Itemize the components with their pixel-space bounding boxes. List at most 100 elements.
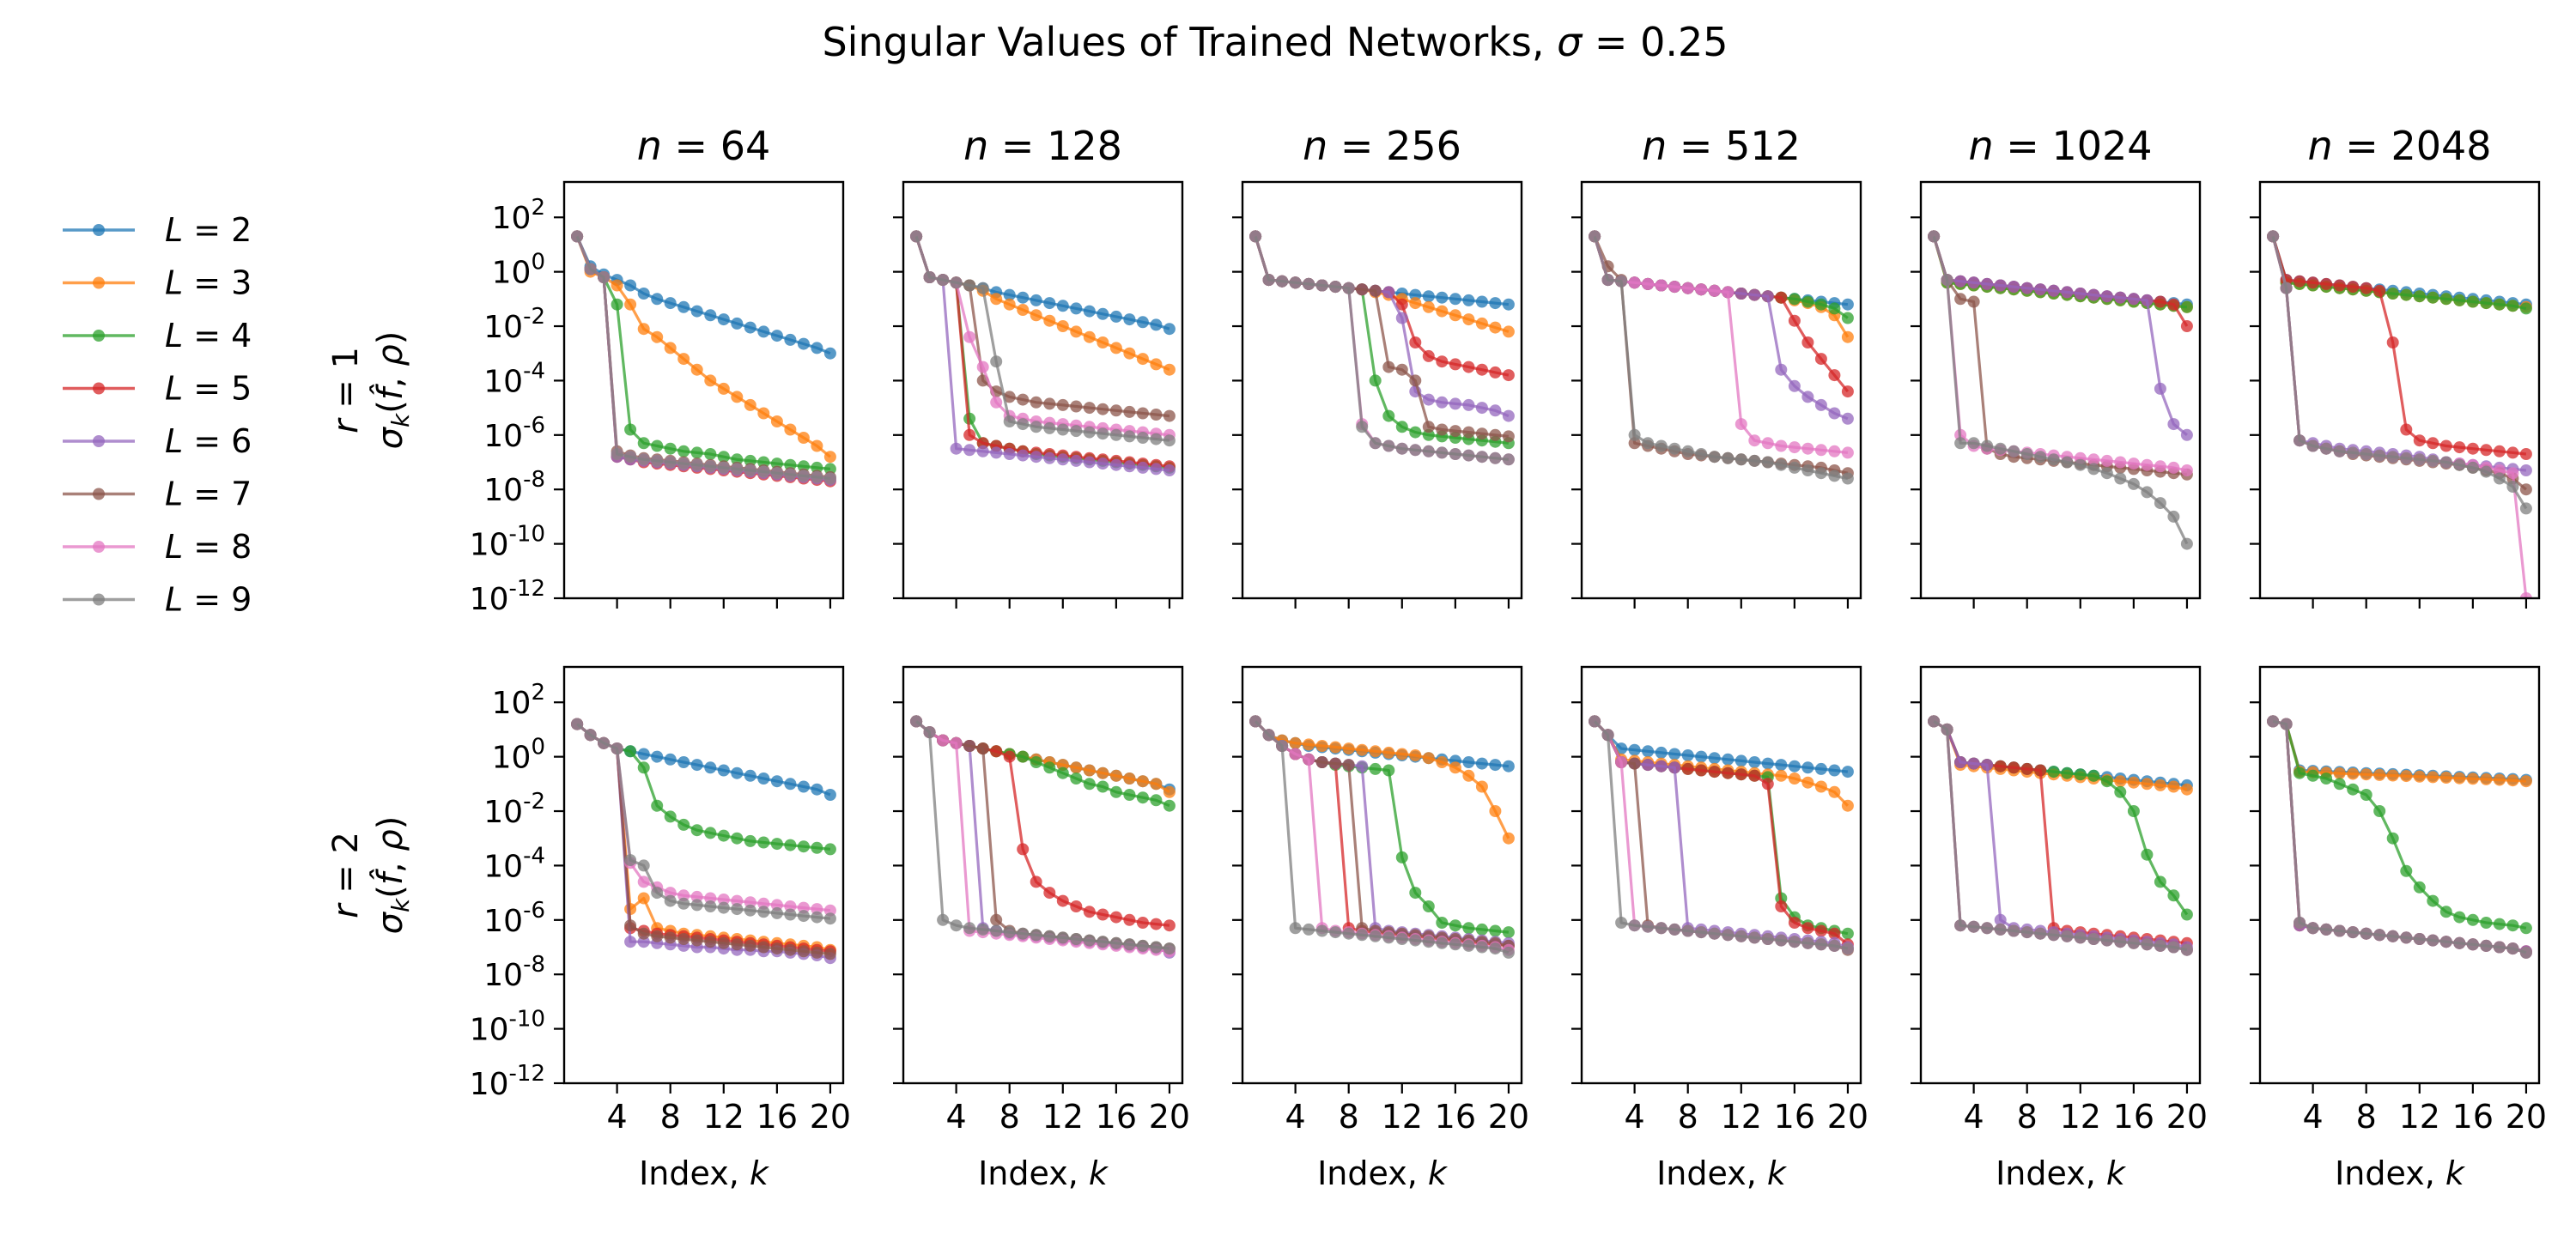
panel-frame [1580, 180, 1862, 600]
series-line [1933, 720, 2188, 949]
data-point [1163, 785, 1176, 798]
data-point [1083, 330, 1096, 343]
data-point [1136, 432, 1149, 444]
column-title-var: n [1968, 123, 1993, 169]
data-point [1395, 363, 1408, 376]
data-point [1043, 314, 1056, 327]
data-point [1436, 936, 1449, 949]
legend-marker [93, 488, 105, 500]
data-point [2087, 288, 2100, 301]
data-point [704, 827, 717, 839]
data-point [1150, 918, 1163, 930]
column-title-eq: = [2333, 123, 2391, 169]
data-point [2347, 446, 2360, 459]
data-point [1382, 286, 1395, 299]
data-point [950, 442, 963, 455]
data-point [1681, 445, 1694, 457]
data-point [1828, 407, 1841, 420]
data-point [1030, 396, 1042, 409]
data-point [611, 279, 623, 292]
data-point [744, 769, 756, 782]
data-point [1788, 772, 1801, 785]
column-title: n = 128 [963, 123, 1122, 169]
data-point [1502, 298, 1515, 311]
series-L4 [1589, 230, 1854, 324]
series-L4 [1249, 230, 1515, 450]
series-L6 [1589, 230, 1854, 425]
panel-frame [902, 180, 1184, 600]
data-point [664, 342, 677, 354]
data-point [1801, 776, 1814, 789]
data-point [1668, 281, 1681, 294]
legend-label-eq: = [183, 264, 231, 302]
data-point [2386, 832, 2399, 845]
series-L2 [1249, 230, 1515, 311]
data-point [1436, 917, 1449, 929]
data-point [637, 927, 650, 940]
panel-frame [1919, 665, 2202, 1085]
legend-label-eq: = [183, 422, 231, 460]
data-point [950, 919, 963, 932]
data-point [1601, 274, 1614, 287]
data-point [1954, 919, 1967, 932]
data-point [1070, 933, 1083, 945]
data-point [823, 948, 836, 960]
data-point [1735, 768, 1747, 781]
data-point [823, 843, 836, 856]
data-point [1695, 926, 1708, 939]
data-point [2008, 445, 2020, 457]
data-point [797, 910, 810, 923]
data-point [1056, 300, 1069, 312]
data-point [963, 279, 976, 292]
data-point [1123, 772, 1136, 785]
data-point [2466, 938, 2479, 951]
data-point [651, 799, 664, 812]
data-point [1814, 444, 1827, 457]
data-point [1981, 759, 1994, 772]
data-point [2127, 477, 2140, 490]
data-point [2453, 458, 2466, 471]
data-point [2480, 772, 2493, 785]
data-point [1841, 385, 1854, 398]
data-point [690, 759, 703, 772]
x-axis-label-var: k [2445, 1154, 2466, 1192]
data-point [2427, 894, 2439, 907]
data-point [1276, 275, 1289, 288]
data-point [1475, 295, 1488, 308]
series-L3 [2267, 715, 2532, 788]
series-L2 [1928, 715, 2193, 791]
data-point [744, 834, 756, 847]
legend-entry-L4: L = 4 [63, 317, 252, 354]
y-axis-label-sigma: σ [371, 426, 410, 449]
panel-r1-c6: n = 2048 [2250, 123, 2541, 609]
series-line [1932, 235, 2188, 437]
data-point [1043, 930, 1056, 942]
data-point [1262, 729, 1275, 742]
legend-label-eq: = [183, 317, 231, 354]
data-point [2493, 445, 2506, 457]
data-point [2280, 282, 2293, 294]
column-title-var: n [2307, 123, 2332, 169]
data-point [2127, 776, 2140, 789]
data-point [1775, 934, 1788, 947]
data-point [2439, 936, 2452, 948]
y-tick-exponent: -6 [523, 413, 545, 439]
data-point [1303, 753, 1315, 766]
y-axis-label: σk(f̂, ρ) [369, 331, 415, 450]
legend-label-value: 5 [231, 370, 252, 408]
row-label: r = 2 [326, 832, 366, 918]
data-point [2008, 281, 2020, 294]
data-point [1615, 275, 1628, 288]
y-tick-label: 10-10 [470, 1007, 545, 1048]
data-point [2413, 434, 2426, 447]
data-point [1775, 458, 1788, 471]
y-tick-label: 100 [492, 250, 545, 291]
data-point [2114, 291, 2127, 304]
series-L7 [1928, 715, 2193, 956]
data-point [2047, 284, 2060, 297]
data-point [664, 456, 677, 469]
data-point [1449, 448, 1461, 460]
data-point [1967, 757, 1980, 770]
data-point [1788, 314, 1801, 327]
data-point [1735, 288, 1747, 300]
